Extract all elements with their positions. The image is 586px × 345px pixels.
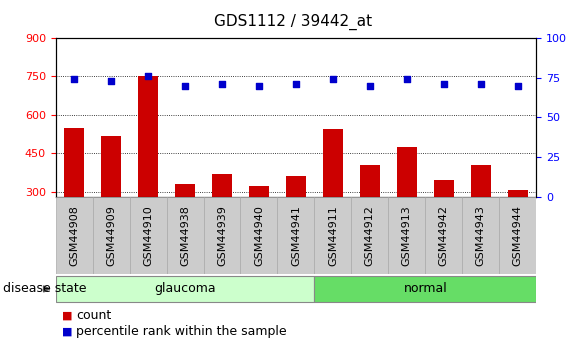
Bar [315, 276, 536, 302]
Bar [93, 197, 130, 274]
Bar [352, 197, 389, 274]
Point [365, 83, 374, 88]
Point [402, 77, 411, 82]
Text: GSM44910: GSM44910 [143, 205, 153, 266]
Bar [277, 197, 315, 274]
Point [107, 78, 116, 83]
Text: GSM44940: GSM44940 [254, 205, 264, 266]
Bar [64, 128, 84, 268]
Text: GSM44909: GSM44909 [106, 205, 116, 266]
Bar [240, 197, 277, 274]
Text: GSM44912: GSM44912 [365, 205, 375, 266]
Bar [286, 176, 306, 268]
Text: normal: normal [403, 283, 447, 295]
Text: glaucoma: glaucoma [154, 283, 216, 295]
Text: GSM44943: GSM44943 [476, 205, 486, 266]
Bar [434, 180, 454, 268]
Text: ■: ■ [62, 311, 76, 321]
Bar [203, 197, 240, 274]
Point [328, 77, 338, 82]
Text: disease state: disease state [3, 283, 86, 295]
Bar [389, 197, 425, 274]
Bar [166, 197, 203, 274]
Text: GDS1112 / 39442_at: GDS1112 / 39442_at [214, 14, 372, 30]
Bar [56, 197, 93, 274]
Bar [507, 190, 528, 268]
Bar [138, 76, 158, 268]
Text: GSM44913: GSM44913 [402, 205, 412, 266]
Point [180, 83, 190, 88]
Bar [212, 174, 232, 268]
Text: count: count [76, 309, 111, 322]
Bar [360, 165, 380, 268]
Point [254, 83, 264, 88]
Bar [101, 137, 121, 268]
Bar [323, 129, 343, 268]
Bar [397, 147, 417, 268]
Bar [175, 184, 195, 268]
Bar [249, 186, 269, 268]
Point [70, 77, 79, 82]
Text: GSM44944: GSM44944 [513, 205, 523, 266]
Bar [130, 197, 166, 274]
Text: GSM44941: GSM44941 [291, 205, 301, 266]
Text: GSM44942: GSM44942 [439, 205, 449, 266]
Text: GSM44911: GSM44911 [328, 205, 338, 266]
Point [476, 81, 485, 87]
Bar [499, 197, 536, 274]
Bar [315, 197, 352, 274]
Point [144, 73, 153, 79]
Text: ■: ■ [62, 326, 76, 336]
Text: GSM44908: GSM44908 [69, 205, 79, 266]
Text: GSM44939: GSM44939 [217, 205, 227, 266]
Bar [462, 197, 499, 274]
Bar [471, 165, 491, 268]
Bar [425, 197, 462, 274]
Point [439, 81, 448, 87]
Point [513, 83, 522, 88]
Text: GSM44938: GSM44938 [180, 205, 190, 266]
Point [217, 81, 227, 87]
Text: percentile rank within the sample: percentile rank within the sample [76, 325, 287, 338]
Point [291, 81, 301, 87]
Bar [56, 276, 315, 302]
